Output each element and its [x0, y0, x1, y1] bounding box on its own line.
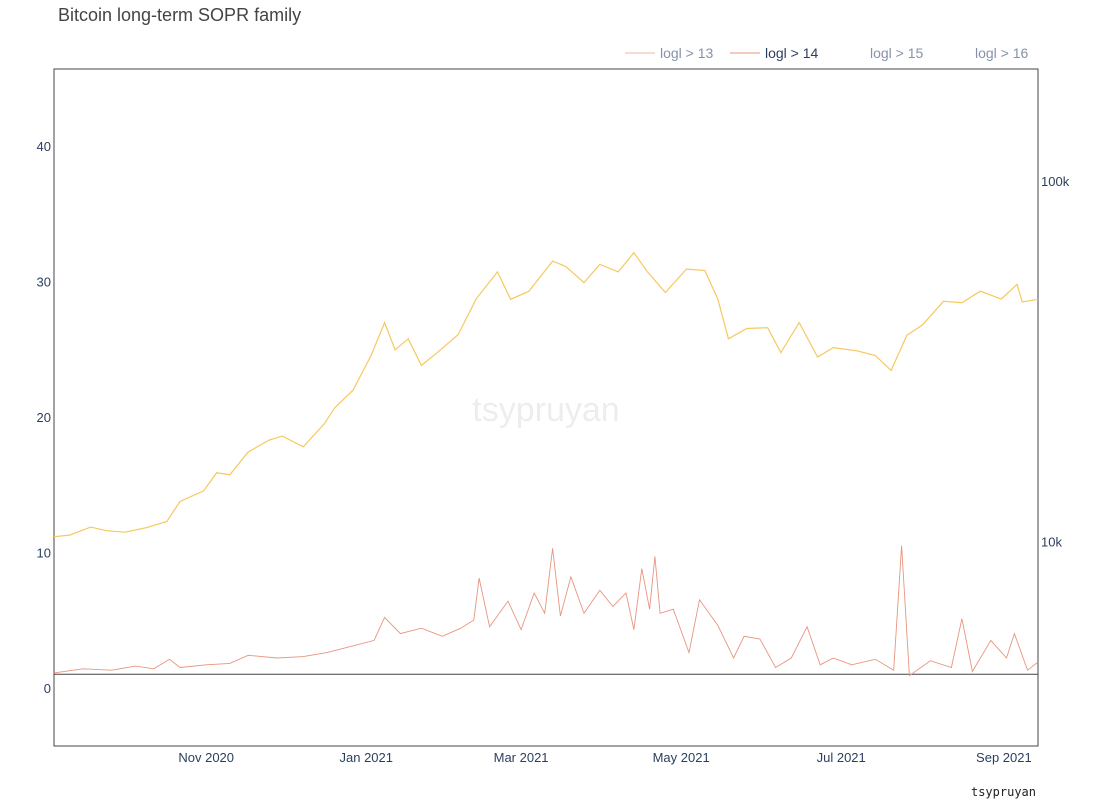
legend-label: logl > 14 [765, 45, 819, 61]
y-right-tick-label: 100k [1041, 174, 1070, 189]
y-left-tick-label: 20 [37, 410, 51, 425]
y-left-tick-label: 30 [37, 275, 51, 290]
x-tick-label: Jul 2021 [817, 750, 866, 765]
legend-label: logl > 15 [870, 45, 924, 61]
author-credit: tsypruyan [971, 785, 1036, 799]
y-left-tick-label: 0 [44, 681, 51, 696]
y-right-tick-label: 10k [1041, 534, 1062, 549]
series-layer [53, 251, 1039, 677]
legend-label: logl > 16 [975, 45, 1029, 61]
legend-label: logl > 13 [660, 45, 714, 61]
legend-item[interactable]: logl > 16 [975, 45, 1029, 61]
price-line [53, 251, 1039, 538]
legend-item[interactable]: logl > 13 [625, 45, 714, 61]
axes-layer: 0 10 20 30 40 10k 100k Nov 2020 Jan 2021 Mar 2021… [37, 139, 1070, 765]
y-left-tick-label: 40 [37, 139, 51, 154]
watermark: tsypruyan [472, 391, 619, 429]
plot-frame [53, 68, 1039, 747]
legend-item[interactable]: logl > 15 [870, 45, 924, 61]
chart-title: Bitcoin long-term SOPR family [58, 5, 301, 25]
x-tick-label: Jan 2021 [340, 750, 394, 765]
legend-item[interactable]: logl > 14 [730, 45, 819, 61]
legend: logl > 13 logl > 14 logl > 15 logl > 16 [625, 45, 1029, 61]
y-left-tick-label: 10 [37, 545, 51, 560]
x-tick-label: Mar 2021 [494, 750, 549, 765]
x-tick-label: Nov 2020 [178, 750, 234, 765]
x-tick-label: May 2021 [653, 750, 710, 765]
sopr-line [53, 545, 1039, 677]
x-tick-label: Sep 2021 [976, 750, 1032, 765]
